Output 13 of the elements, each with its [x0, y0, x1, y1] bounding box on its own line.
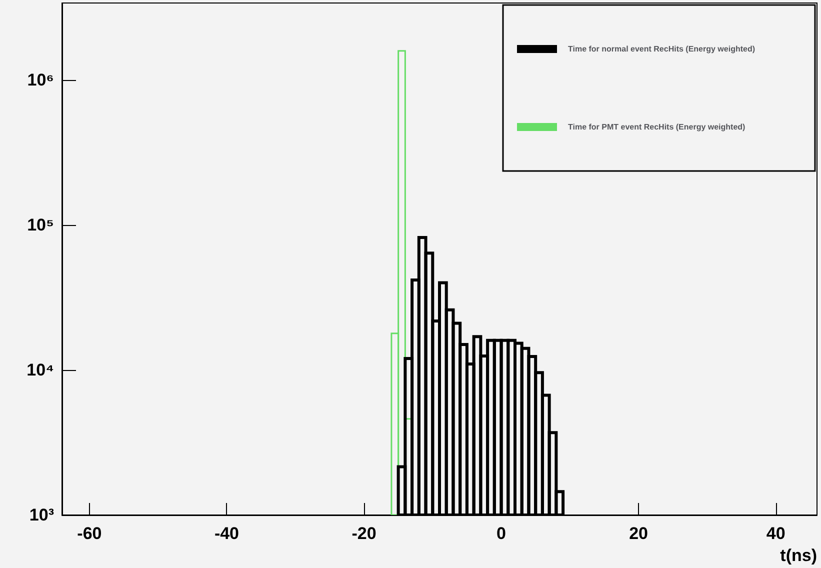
x-tick-label: -40 — [214, 524, 240, 543]
y-tick-label: 10³ — [29, 506, 54, 524]
y-tick-label: 10⁵ — [27, 216, 54, 235]
legend-label: Time for PMT event RecHits (Energy weighted) — [568, 122, 746, 132]
y-tick-label: 10⁶ — [27, 70, 54, 90]
y-tick-label: 10⁴ — [26, 360, 54, 380]
x-tick-label: 20 — [629, 524, 648, 543]
x-axis-title: t(ns) — [780, 546, 817, 565]
x-tick-label: 40 — [766, 524, 786, 543]
x-tick-label: 0 — [496, 524, 506, 543]
legend-label: Time for normal event RecHits (Energy weighted) — [568, 44, 756, 54]
x-tick-label: -20 — [352, 524, 376, 543]
x-tick-label: -60 — [77, 524, 102, 543]
